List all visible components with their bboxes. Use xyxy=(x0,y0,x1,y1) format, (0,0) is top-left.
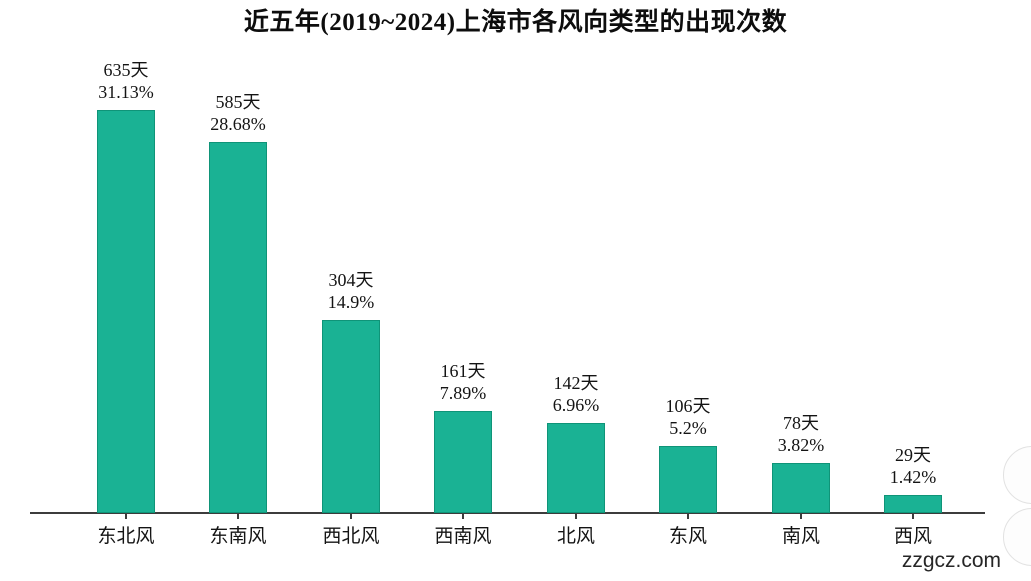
bar-percent-label: 5.2% xyxy=(669,418,707,438)
bar-days-label: 78天 xyxy=(783,413,819,433)
axis-tick xyxy=(462,514,464,519)
bar-percent-label: 14.9% xyxy=(327,292,375,312)
bar-南风 xyxy=(772,463,830,513)
axis-tick xyxy=(575,514,577,519)
bar-value-label: 161天 7.89% xyxy=(403,360,523,404)
bar-days-label: 635天 xyxy=(103,60,149,80)
bar-percent-label: 7.89% xyxy=(439,383,487,403)
bar-percent-label: 3.82% xyxy=(777,435,825,455)
bar-percent-label: 6.96% xyxy=(552,395,600,415)
bar-percent-label: 28.68% xyxy=(210,114,266,134)
bar-value-label: 106天 5.2% xyxy=(628,395,748,439)
category-label-西风: 西风 xyxy=(893,526,932,547)
bar-value-label: 142天 6.96% xyxy=(516,372,636,416)
axis-tick xyxy=(912,514,914,519)
bar-days-label: 29天 xyxy=(895,445,931,465)
bar-percent-label: 31.13% xyxy=(98,82,154,102)
axis-tick xyxy=(687,514,689,519)
bar-percent-label: 1.42% xyxy=(889,467,937,487)
bar-value-label: 585天 28.68% xyxy=(178,91,298,135)
bar-days-label: 106天 xyxy=(665,396,711,416)
axis-tick xyxy=(125,514,127,519)
category-label-西北风: 西北风 xyxy=(322,526,380,547)
axis-tick xyxy=(800,514,802,519)
bar-value-label: 304天 14.9% xyxy=(291,269,411,313)
axis-tick xyxy=(237,514,239,519)
bar-days-label: 161天 xyxy=(440,361,486,381)
chart-title: 近五年(2019~2024)上海市各风向类型的出现次数 xyxy=(243,9,788,36)
bar-days-label: 304天 xyxy=(328,270,374,290)
category-label-东风: 东风 xyxy=(668,526,707,547)
bar-西南风 xyxy=(434,411,492,513)
bar-东北风 xyxy=(97,110,155,513)
bar-东南风 xyxy=(209,142,267,513)
category-label-南风: 南风 xyxy=(781,526,820,547)
bar-西北风 xyxy=(322,320,380,513)
bar-days-label: 142天 xyxy=(553,373,599,393)
axis-tick xyxy=(350,514,352,519)
category-label-北风: 北风 xyxy=(556,526,595,547)
category-label-东南风: 东南风 xyxy=(209,526,267,547)
x-axis-line xyxy=(30,512,985,514)
bar-value-label: 635天 31.13% xyxy=(66,59,186,103)
category-label-东北风: 东北风 xyxy=(97,526,155,547)
bar-value-label: 78天 3.82% xyxy=(741,412,861,456)
bar-西风 xyxy=(884,495,942,513)
watermark-text: zzgcz.com xyxy=(901,549,1001,572)
category-label-西南风: 西南风 xyxy=(434,526,492,547)
bar-北风 xyxy=(547,423,605,513)
bar-days-label: 585天 xyxy=(215,92,261,112)
bar-东风 xyxy=(659,446,717,513)
bar-value-label: 29天 1.42% xyxy=(853,444,973,488)
